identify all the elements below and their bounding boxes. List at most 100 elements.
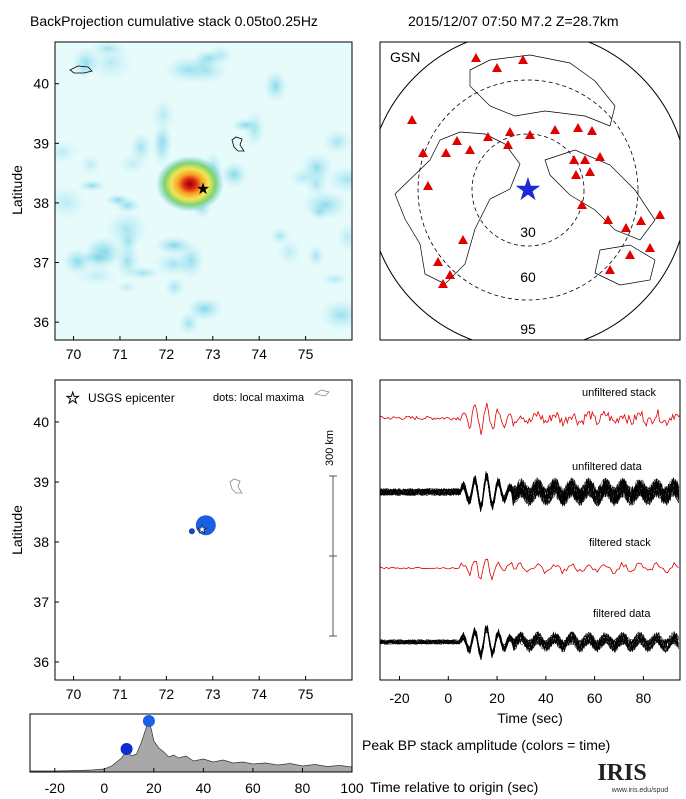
amplitude-x-ticks: -20 0 20 40 60 80 100	[45, 768, 364, 796]
y-tick-label: 37	[33, 255, 49, 271]
gsn-ring-label: 30	[520, 224, 536, 240]
y-tick-label: 38	[33, 195, 49, 211]
y-tick-label: 38	[33, 534, 49, 550]
heatmap-blob	[231, 118, 260, 133]
station-red-triangle-icon	[433, 257, 443, 266]
legend-star-icon: ★	[66, 390, 79, 407]
legend-epicenter: USGS epicenter	[88, 391, 175, 405]
epicenter-star-icon: ★	[197, 524, 207, 536]
x-tick-label: 71	[112, 686, 128, 702]
unfiltered-stack-trace	[380, 402, 680, 435]
station-red-triangle-icon	[625, 250, 635, 259]
station-red-triangle-icon	[458, 235, 468, 244]
local-maximum-dot	[195, 515, 216, 536]
peak-amplitude-panel: -20 0 20 40 60 80 100 Peak BP stack amplitude …	[29, 713, 610, 796]
heatmap-hotspot	[156, 156, 224, 212]
station-red-triangle-icon	[571, 170, 581, 179]
y-tick-label: 37	[33, 594, 49, 610]
maxima-frame	[54, 379, 353, 681]
unfiltered-data-trace	[380, 474, 680, 508]
heatmap-blob	[104, 193, 132, 207]
x-tick-label: 0	[444, 690, 452, 706]
filtered-data-trace	[380, 628, 679, 658]
heatmap-blob	[263, 69, 288, 103]
heatmap-blob	[309, 203, 329, 220]
gsn-label: GSN	[390, 49, 420, 65]
heatmap-blob	[78, 153, 102, 177]
x-tick-label: 0	[100, 780, 108, 796]
station-red-triangle-icon	[452, 136, 462, 145]
heatmap-blob	[307, 244, 325, 268]
heatmap-blob	[220, 161, 249, 189]
gsn-station-map-panel: ★ 30 60 95 GSN	[379, 41, 681, 341]
station-red-triangle-icon	[585, 167, 595, 176]
station-red-triangle-icon	[573, 123, 583, 132]
source-blue-star-icon: ★	[514, 171, 543, 207]
maxima-y-ticks: 40 39 38 37 36	[33, 414, 59, 670]
heatmap-blob	[152, 251, 195, 278]
heatmap-blob	[300, 151, 333, 184]
heatmap-blobs	[55, 42, 352, 336]
heatmap-blob	[321, 128, 352, 155]
heatmap-blob	[76, 179, 107, 192]
epicenter-star-icon: ★	[196, 181, 210, 198]
traces-x-ticks: -20 0 20 40 60 80	[389, 676, 651, 706]
amplitude-peak-dot	[142, 715, 155, 727]
y-tick-label: 39	[33, 474, 49, 490]
amplitude-frame	[29, 713, 353, 773]
heatmap-blob	[336, 222, 352, 254]
scale-label: 300 km	[324, 430, 336, 466]
station-red-triangle-icon	[603, 215, 613, 224]
logo-text: IRIS	[597, 760, 646, 786]
station-red-triangle-icon	[441, 148, 451, 157]
x-tick-label: 60	[245, 780, 261, 796]
traces-panel: unfiltered stack unfiltered data filtere…	[379, 379, 681, 726]
continent-outline	[594, 244, 656, 286]
station-red-triangle-icon	[471, 53, 481, 62]
event-info: 2015/12/07 07:50 M7.2 Z=28.7km	[408, 13, 619, 29]
gsn-background	[380, 42, 680, 340]
gsn-ring-label: 60	[520, 269, 536, 285]
x-tick-label: 75	[298, 346, 314, 362]
station-red-triangle-icon	[492, 63, 502, 72]
heatmap-blob	[319, 298, 352, 332]
amplitude-xlabel: Time relative to origin (sec)	[370, 779, 538, 795]
heatmap-blob	[81, 236, 117, 277]
heatmap-blob	[129, 131, 153, 164]
continent-outline	[394, 131, 521, 285]
local-maximum-dot	[188, 528, 195, 535]
traces-background	[380, 380, 680, 680]
station-red-triangle-icon	[518, 55, 528, 64]
maxima-x-ticks: 70 71 72 73 74 75	[66, 676, 314, 702]
station-red-triangle-icon	[605, 265, 615, 274]
gsn-stations	[407, 53, 665, 288]
trace-label: filtered data	[593, 608, 651, 620]
x-tick-label: 20	[146, 780, 162, 796]
heatmap-blob	[89, 42, 126, 56]
x-tick-label: 74	[251, 686, 267, 702]
figure-title: BackProjection cumulative stack 0.05to0.…	[30, 13, 318, 29]
x-tick-label: 100	[340, 780, 364, 796]
heatmap-blob	[104, 209, 149, 249]
coastline-fragment	[229, 478, 243, 494]
filtered-data-trace	[380, 628, 679, 659]
station-red-triangle-icon	[525, 130, 535, 139]
station-red-triangle-icon	[423, 181, 433, 190]
amplitude-title: Peak BP stack amplitude (colors = time)	[362, 737, 610, 753]
heatmap-blob	[151, 121, 173, 160]
station-red-triangle-icon	[655, 210, 665, 219]
y-tick-label: 36	[33, 654, 49, 670]
trace-label: unfiltered data	[572, 461, 643, 473]
filtered-stack-trace	[380, 558, 679, 582]
gsn-ring-30	[471, 133, 585, 247]
station-red-triangle-icon	[445, 270, 455, 279]
iris-logo: IRIS www.iris.edu/spud	[597, 760, 668, 794]
heatmap-blob	[115, 280, 138, 294]
logo-url: www.iris.edu/spud	[611, 787, 669, 794]
x-tick-label: 73	[205, 346, 221, 362]
station-red-triangle-icon	[505, 127, 515, 136]
station-red-triangle-icon	[580, 155, 590, 164]
station-red-triangle-icon	[577, 200, 587, 209]
map-y-ticks: 40 39 38 37 36	[33, 76, 59, 330]
heatmap-blob	[73, 57, 96, 78]
